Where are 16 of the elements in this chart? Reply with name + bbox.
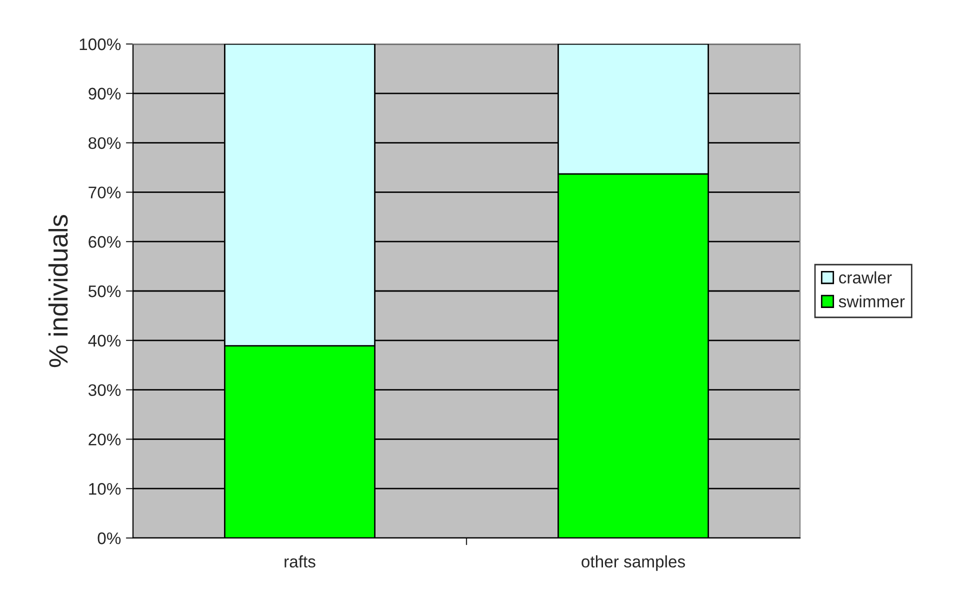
y-tick-label: 20%	[88, 434, 121, 446]
legend-label: swimmer	[838, 295, 905, 308]
y-tick-label: 50%	[88, 285, 121, 298]
y-axis-title: % individuals	[48, 214, 68, 368]
y-tick-label: 70%	[88, 186, 121, 198]
y-tick-label: 100%	[80, 38, 121, 50]
y-tick-label: 40%	[88, 334, 121, 347]
y-tick-label: 60%	[88, 236, 121, 248]
y-tick-label: 0%	[98, 532, 121, 544]
y-tick-label: 90%	[88, 88, 121, 100]
legend-label: crawler	[839, 271, 892, 284]
x-tick-label: rafts	[284, 555, 316, 568]
y-tick-label: 80%	[88, 137, 121, 150]
y-tick-label: 30%	[88, 384, 121, 396]
x-tick-label: other samples	[582, 555, 685, 571]
y-tick-label: 10%	[89, 483, 121, 495]
